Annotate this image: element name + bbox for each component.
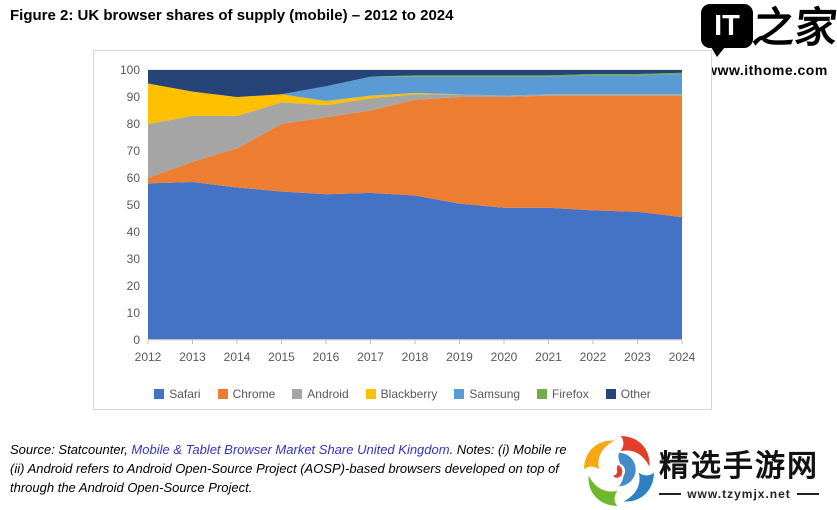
x-tick-label: 2021 bbox=[535, 350, 562, 364]
y-tick-label: 40 bbox=[126, 225, 140, 239]
y-tick-label: 90 bbox=[126, 90, 140, 104]
legend-swatch-icon bbox=[537, 389, 548, 399]
legend-item-android: Android bbox=[292, 387, 349, 401]
area-firefox bbox=[148, 72, 682, 97]
legend-item-chrome: Chrome bbox=[217, 387, 276, 401]
legend-swatch-icon bbox=[454, 389, 465, 399]
legend-label: Android bbox=[307, 387, 349, 401]
ithome-zhijia-text: 之家 bbox=[750, 3, 837, 52]
legend-swatch-icon bbox=[292, 389, 303, 399]
dash-left bbox=[659, 493, 682, 495]
y-tick-label: 80 bbox=[126, 117, 140, 131]
legend-swatch-icon bbox=[605, 389, 616, 399]
area-other bbox=[148, 70, 682, 97]
y-tick-label: 70 bbox=[126, 144, 140, 158]
area-samsung bbox=[148, 74, 682, 102]
y-tick-label: 50 bbox=[126, 198, 140, 212]
area-android bbox=[148, 94, 682, 178]
legend-label: Safari bbox=[169, 387, 201, 401]
x-tick-label: 2013 bbox=[179, 350, 206, 364]
y-tick-label: 20 bbox=[126, 279, 140, 293]
y-tick-label: 0 bbox=[133, 333, 140, 347]
source-note: Source: Statcounter, Mobile & Tablet Bro… bbox=[10, 440, 670, 497]
source-line-1: Source: Statcounter, Mobile & Tablet Bro… bbox=[10, 440, 670, 459]
y-tick-label: 60 bbox=[126, 171, 140, 185]
source-prefix: Source: Statcounter, bbox=[10, 442, 132, 457]
x-tick-label: 2016 bbox=[312, 350, 340, 364]
source-line-3: through the Android Open-Source Project. bbox=[10, 480, 253, 495]
source-line-2: (ii) Android refers to Android Open-Sour… bbox=[10, 461, 559, 476]
ithome-url: www.ithome.com bbox=[706, 62, 828, 78]
x-tick-label: 2020 bbox=[490, 350, 518, 364]
figure-title: Figure 2: UK browser shares of supply (m… bbox=[10, 7, 454, 24]
legend-label: Firefox bbox=[552, 387, 589, 401]
x-tick-label: 2018 bbox=[401, 350, 429, 364]
x-tick-label: 2017 bbox=[357, 350, 384, 364]
statcounter-link[interactable]: Mobile & Tablet Browser Market Share Uni… bbox=[131, 442, 450, 457]
y-tick-label: 30 bbox=[126, 252, 140, 266]
stacked-area-plot bbox=[147, 69, 683, 344]
legend-item-firefox: Firefox bbox=[537, 387, 589, 401]
legend-label: Blackberry bbox=[380, 387, 438, 401]
x-tick-label: 2015 bbox=[268, 350, 295, 364]
legend-item-blackberry: Blackberry bbox=[365, 387, 438, 401]
x-tick-label: 2014 bbox=[223, 350, 251, 364]
ithome-watermark: IT 之家 www.ithome.com bbox=[697, 3, 837, 78]
dash-right bbox=[796, 493, 820, 495]
area-safari bbox=[148, 182, 682, 340]
ithome-logo: IT 之家 bbox=[697, 3, 837, 57]
ithome-it-bubble-icon: IT bbox=[701, 4, 753, 57]
chart-legend: Safari Chrome Android Blackberry Samsung Fire… bbox=[94, 387, 711, 401]
legend-label: Chrome bbox=[232, 387, 276, 401]
source-suffix: . Notes: (i) Mobile re bbox=[449, 442, 567, 457]
legend-item-other: Other bbox=[605, 387, 651, 401]
x-tick-label: 2023 bbox=[624, 350, 651, 364]
legend-item-samsung: Samsung bbox=[454, 387, 520, 401]
pinwheel-icon bbox=[584, 436, 654, 506]
x-tick-label: 2019 bbox=[446, 350, 473, 364]
y-tick-label: 100 bbox=[119, 63, 140, 77]
x-tick-label: 2022 bbox=[579, 350, 607, 364]
legend-label: Samsung bbox=[469, 387, 521, 401]
area-chrome bbox=[148, 95, 682, 218]
legend-label: Other bbox=[620, 387, 651, 401]
x-tick-label: 2024 bbox=[668, 350, 696, 364]
chart-container: 0 10 20 30 40 50 60 70 80 90 100 2012 2013 2014 2015 2… bbox=[93, 50, 712, 410]
tzymjx-watermark: 精选手游网 www.tzymjx.net bbox=[581, 432, 837, 510]
tzymjx-site-name: 精选手游网 bbox=[659, 449, 819, 484]
legend-swatch-icon bbox=[217, 389, 228, 399]
tzymjx-text-block: 精选手游网 www.tzymjx.net bbox=[659, 441, 820, 501]
legend-swatch-icon bbox=[365, 389, 376, 399]
tzymjx-url: www.tzymjx.net bbox=[687, 487, 791, 501]
x-tick-label: 2012 bbox=[134, 350, 162, 364]
area-blackberry bbox=[148, 83, 682, 124]
tzymjx-url-row: www.tzymjx.net bbox=[659, 487, 820, 501]
y-tick-label: 10 bbox=[126, 306, 140, 320]
legend-item-safari: Safari bbox=[154, 387, 201, 401]
legend-swatch-icon bbox=[154, 389, 165, 399]
